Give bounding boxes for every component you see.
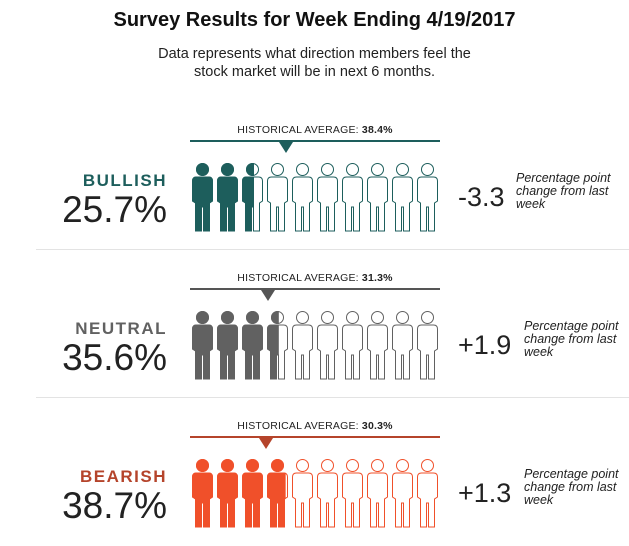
historical-average-value: 38.4% <box>361 124 393 136</box>
person-icon <box>417 163 438 232</box>
historical-average-line <box>190 288 440 290</box>
person-icon <box>217 311 238 380</box>
person-icon <box>192 311 213 380</box>
person-icon <box>217 163 238 232</box>
sentiment-value: 35.6% <box>62 337 167 378</box>
historical-average-label: HISTORICAL AVERAGE: 30.3% <box>237 420 393 432</box>
person-icon <box>267 459 288 528</box>
person-icon <box>292 311 313 380</box>
person-icon <box>417 311 438 380</box>
person-icon <box>317 459 338 528</box>
historical-average-marker <box>258 438 273 449</box>
historical-average-value: 30.3% <box>361 420 393 432</box>
change-value: +1.9 <box>458 330 512 360</box>
person-icon <box>342 163 363 232</box>
person-icon <box>267 163 288 232</box>
person-icon <box>217 459 238 528</box>
person-icon <box>317 311 338 380</box>
person-icon <box>367 163 388 232</box>
historical-average-value: 31.3% <box>361 272 393 284</box>
person-icon <box>292 163 313 232</box>
historical-average-label: HISTORICAL AVERAGE: 31.3% <box>237 272 393 284</box>
bearish-section: HISTORICAL AVERAGE: 30.3% BEARISH 38.7% … <box>0 398 629 546</box>
people-icons <box>192 459 438 528</box>
person-icon <box>267 311 288 380</box>
person-icon <box>417 459 438 528</box>
section-divider <box>36 397 629 398</box>
historical-average-line <box>190 436 440 438</box>
change-value: +1.3 <box>458 478 512 508</box>
historical-average-marker <box>261 290 276 301</box>
person-icon <box>317 163 338 232</box>
chart-subtitle: Data represents what direction members f… <box>158 46 471 80</box>
chart-title: Survey Results for Week Ending 4/19/2017 <box>113 9 516 31</box>
person-icon <box>242 459 263 528</box>
person-icon <box>367 459 388 528</box>
person-icon <box>292 459 313 528</box>
historical-average-line <box>190 140 440 142</box>
person-icon <box>367 311 388 380</box>
person-icon <box>242 311 263 380</box>
sentiment-label: BULLISH <box>82 171 167 190</box>
people-icons <box>192 163 438 232</box>
people-icons <box>192 311 438 380</box>
change-note: Percentage point change from last week <box>516 171 611 211</box>
person-icon <box>392 311 413 380</box>
neutral-section: HISTORICAL AVERAGE: 31.3% NEUTRAL 35.6% … <box>0 250 629 398</box>
person-icon <box>192 459 213 528</box>
sentiment-label: NEUTRAL <box>75 319 167 338</box>
sentiment-label: BEARISH <box>79 467 167 486</box>
bullish-section: HISTORICAL AVERAGE: 38.4% BULLISH 25.7% … <box>0 102 629 250</box>
historical-average-marker <box>279 142 293 153</box>
change-value: -3.3 <box>458 182 505 212</box>
change-note: Percentage point change from last week <box>524 467 619 507</box>
person-icon <box>242 163 263 232</box>
person-icon <box>342 311 363 380</box>
person-icon <box>342 459 363 528</box>
person-icon <box>392 459 413 528</box>
change-note: Percentage point change from last week <box>524 319 619 359</box>
section-divider <box>36 249 629 250</box>
person-icon <box>192 163 213 232</box>
sentiment-value: 25.7% <box>62 189 167 230</box>
person-icon <box>392 163 413 232</box>
sentiment-value: 38.7% <box>62 485 167 526</box>
historical-average-label: HISTORICAL AVERAGE: 38.4% <box>237 124 393 136</box>
